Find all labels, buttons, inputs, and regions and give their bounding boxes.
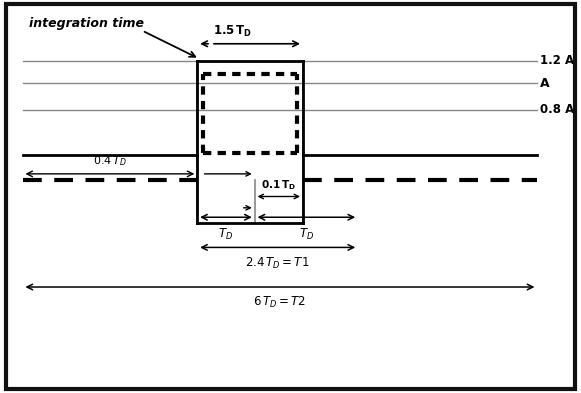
Text: $\mathbf{1.5\,T_D}$: $\mathbf{1.5\,T_D}$ <box>213 24 253 39</box>
Text: A: A <box>540 77 549 90</box>
Text: $2.4\,T_D = T1$: $2.4\,T_D = T1$ <box>245 256 310 271</box>
Text: $T_D$: $T_D$ <box>218 227 234 242</box>
Text: $6\,T_D = T2$: $6\,T_D = T2$ <box>253 295 307 310</box>
Text: $\mathbf{0.1\,T_D}$: $\mathbf{0.1\,T_D}$ <box>261 178 296 192</box>
Text: $0.4\,T_D$: $0.4\,T_D$ <box>93 154 127 168</box>
Text: $T_D$: $T_D$ <box>299 227 314 242</box>
Text: integration time: integration time <box>30 17 145 30</box>
Text: 0.8 A: 0.8 A <box>540 103 574 116</box>
Text: 1.2 A: 1.2 A <box>540 54 574 67</box>
